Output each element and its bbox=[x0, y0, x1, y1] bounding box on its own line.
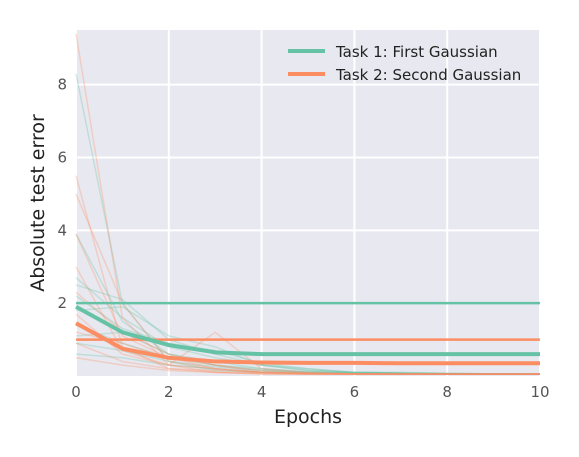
run-line bbox=[75, 233, 540, 375]
run-line bbox=[75, 331, 540, 375]
run-line bbox=[75, 353, 540, 375]
run-line bbox=[75, 306, 541, 375]
run-line bbox=[75, 357, 540, 375]
legend: Task 1: First Gaussian Task 2: Second Ga… bbox=[288, 43, 521, 84]
y-tick-label: 4 bbox=[57, 221, 67, 239]
x-tick-label: 2 bbox=[164, 383, 174, 401]
individual-runs bbox=[75, 33, 541, 375]
x-tick-label: 8 bbox=[442, 383, 452, 401]
legend-label-task-2: Task 2: Second Gaussian bbox=[335, 66, 521, 84]
x-tick-label: 6 bbox=[350, 383, 360, 401]
mean-line-task-2 bbox=[75, 321, 540, 366]
run-line bbox=[75, 342, 540, 375]
y-tick-label: 6 bbox=[57, 148, 67, 166]
mean-line-task-1 bbox=[75, 305, 540, 357]
run-line bbox=[75, 175, 540, 375]
plot-background bbox=[76, 30, 540, 376]
run-line bbox=[75, 313, 540, 375]
y-axis-label: Absolute test error bbox=[27, 114, 49, 292]
x-tick-label: 4 bbox=[257, 383, 267, 401]
y-tick-label: 8 bbox=[57, 76, 67, 94]
x-tick-label: 10 bbox=[530, 383, 549, 401]
run-line bbox=[75, 233, 540, 375]
tick-labels: 0 2 4 6 8 10 2 4 6 8 bbox=[57, 76, 549, 401]
mean-lines bbox=[75, 305, 540, 366]
legend-label-task-1: Task 1: First Gaussian bbox=[335, 43, 498, 61]
run-line bbox=[75, 277, 540, 375]
run-line bbox=[75, 266, 540, 375]
run-line bbox=[75, 33, 540, 375]
x-axis-label: Epochs bbox=[274, 406, 342, 428]
run-line bbox=[75, 284, 540, 375]
y-tick-label: 2 bbox=[57, 294, 67, 312]
run-line bbox=[75, 291, 540, 375]
x-tick-label: 0 bbox=[71, 383, 81, 401]
run-line bbox=[75, 342, 540, 375]
